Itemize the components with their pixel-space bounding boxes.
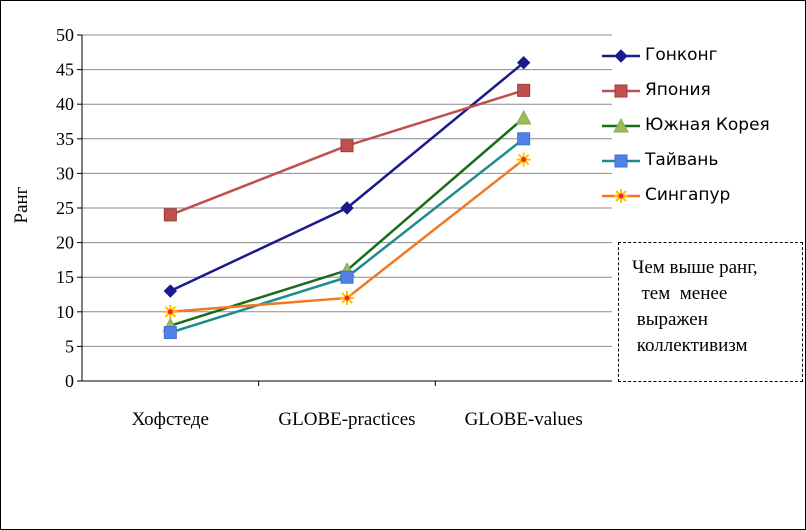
x-tick-label: GLOBE-practices [278,409,415,430]
y-tick-label: 40 [56,94,74,114]
y-tick-label: 20 [56,233,74,253]
data-point [163,326,177,340]
legend-label: Гонконг [645,45,718,65]
data-point [163,304,178,319]
legend-swatch [602,49,640,63]
data-point [340,270,354,284]
data-point [614,49,628,63]
data-point [340,201,354,215]
x-tick-label: Хофстеде [132,409,209,430]
data-point [613,117,629,133]
y-axis-label: Ранг [11,186,32,224]
data-point [516,152,531,167]
data-point [163,284,178,298]
legend-item: Япония [601,78,801,113]
y-tick-label: 10 [56,302,74,322]
legend-item: Гонконг [601,43,801,78]
y-tick-label: 30 [56,163,74,183]
data-point [517,83,531,97]
x-tick-label: GLOBE-values [465,409,583,430]
legend-swatch [602,154,640,168]
y-tick-label: 0 [65,371,74,391]
y-tick-label: 50 [56,25,74,45]
note-box: Чем выше ранг, тем менее выражен коллект… [618,242,803,382]
series-line [169,89,525,217]
legend-label: Сингапур [645,185,731,205]
y-tick-label: 45 [56,60,74,80]
legend-item: Тайвань [601,148,801,183]
legend-swatch [602,84,640,98]
y-tick-label: 15 [56,267,74,287]
legend-swatch [602,189,640,203]
legend-item: Южная Корея [601,113,801,148]
data-point [614,84,628,98]
legend-label: Южная Корея [645,115,770,135]
data-point [340,290,354,305]
y-tick-label: 35 [56,129,74,149]
series-line [170,158,525,314]
y-tick-label: 25 [56,198,74,218]
data-point [515,109,532,125]
series-line [169,61,525,293]
legend-item: Сингапур [601,183,801,218]
legend-label: Тайвань [645,150,719,170]
data-point [340,139,354,153]
data-point [517,132,531,146]
legend-label: Япония [645,80,711,100]
data-point [516,55,531,70]
y-tick-label: 5 [65,336,74,356]
legend: Гонконг Япония Южная Корея Тайвань Сингапур [601,43,801,218]
data-point [163,208,177,222]
data-point [614,189,628,203]
legend-swatch [602,117,640,133]
data-point [614,154,628,168]
